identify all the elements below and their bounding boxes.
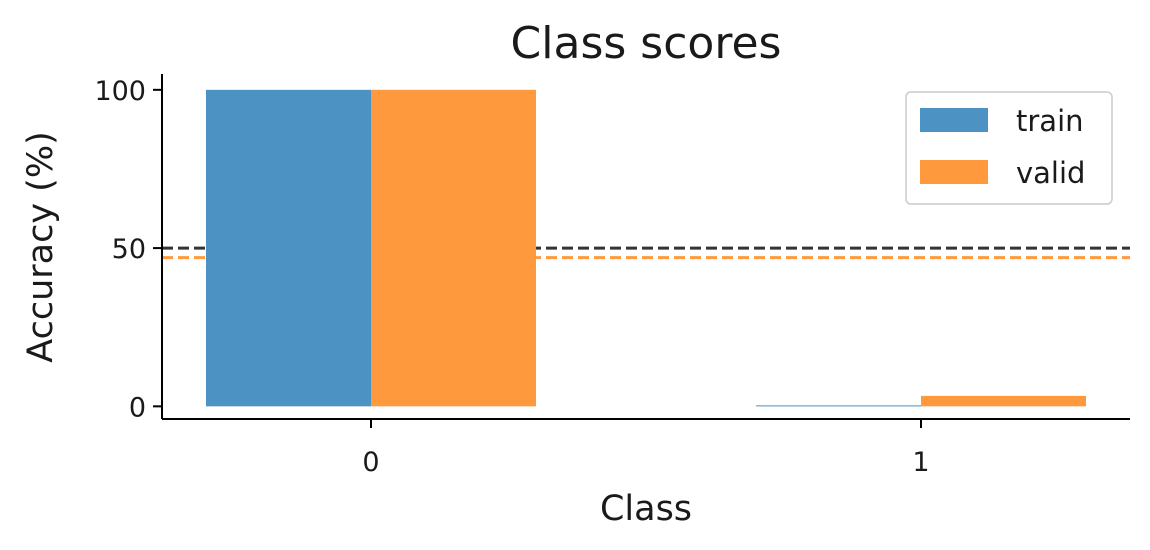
x-axis-label: Class [600, 489, 692, 529]
bar-train-class-1 [756, 405, 921, 407]
legend-swatch-valid [920, 160, 988, 184]
x-tick-label: 0 [362, 447, 379, 478]
y-tick-label: 50 [112, 234, 146, 265]
legend-swatch-train [920, 108, 988, 132]
x-tick-label: 1 [912, 447, 929, 478]
y-tick-label: 100 [94, 76, 146, 107]
y-ticks: 0 50 100 [94, 76, 162, 423]
bar-valid-class-1 [921, 395, 1086, 407]
legend-label-valid: valid [1016, 156, 1085, 190]
bar-train-class-0 [206, 89, 371, 407]
chart-title: Class scores [511, 18, 782, 69]
legend: train valid [905, 91, 1113, 205]
bar-valid-class-0 [371, 89, 536, 407]
legend-label-train: train [1016, 104, 1084, 138]
bars [206, 89, 1086, 407]
y-tick-label: 0 [129, 392, 146, 423]
y-axis-label: Accuracy (%) [21, 131, 61, 362]
